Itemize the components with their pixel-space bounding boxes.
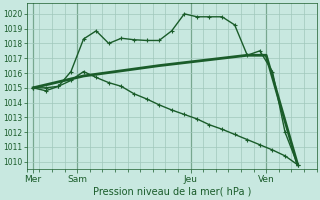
X-axis label: Pression niveau de la mer( hPa ): Pression niveau de la mer( hPa ) [92,187,251,197]
